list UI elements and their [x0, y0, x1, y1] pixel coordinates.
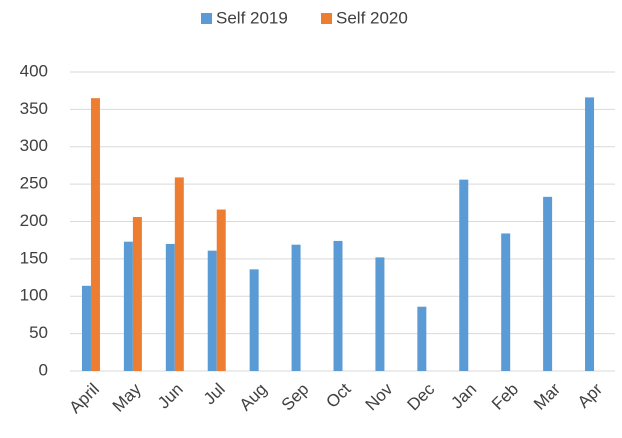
- bar: [417, 306, 427, 371]
- bar: [165, 243, 175, 371]
- x-tick-label: Mar: [530, 379, 564, 413]
- x-tick-label: Sep: [278, 380, 313, 415]
- bar: [543, 196, 553, 371]
- bar: [81, 285, 91, 371]
- bar: [375, 257, 385, 371]
- y-tick-label: 150: [20, 248, 48, 267]
- bar: [174, 177, 184, 371]
- x-tick-label: Jan: [447, 380, 480, 413]
- x-tick-label: Feb: [488, 380, 522, 414]
- bar: [585, 97, 595, 371]
- y-tick-label: 300: [20, 136, 48, 155]
- y-tick-label: 100: [20, 286, 48, 305]
- bar: [90, 98, 100, 371]
- bar: [333, 240, 343, 371]
- x-tick-label: Oct: [322, 379, 354, 411]
- x-tick-label: May: [109, 379, 145, 415]
- bar: [249, 269, 259, 371]
- x-tick-label: Jun: [154, 380, 187, 413]
- x-tick-label: Nov: [362, 379, 397, 414]
- y-tick-label: 200: [20, 211, 48, 230]
- x-tick-label: Jul: [200, 380, 229, 409]
- bar: [459, 179, 469, 371]
- bar: [291, 244, 301, 371]
- x-tick-label: Apr: [574, 379, 606, 411]
- bar: [132, 217, 142, 371]
- y-tick-label: 250: [20, 174, 48, 193]
- y-tick-label: 50: [29, 323, 48, 342]
- y-tick-label: 350: [20, 99, 48, 118]
- bar: [501, 233, 511, 371]
- legend-label: Self 2019: [216, 8, 288, 27]
- bar: [207, 250, 217, 371]
- legend-label: Self 2020: [336, 8, 408, 27]
- y-tick-label: 0: [39, 360, 48, 379]
- x-tick-label: April: [65, 380, 102, 417]
- y-tick-label: 400: [20, 61, 48, 80]
- x-tick-label: Aug: [236, 380, 271, 415]
- legend-swatch: [201, 13, 212, 24]
- x-tick-label: Dec: [404, 379, 439, 414]
- bar: [123, 241, 133, 371]
- legend-swatch: [321, 13, 332, 24]
- bar: [216, 209, 226, 371]
